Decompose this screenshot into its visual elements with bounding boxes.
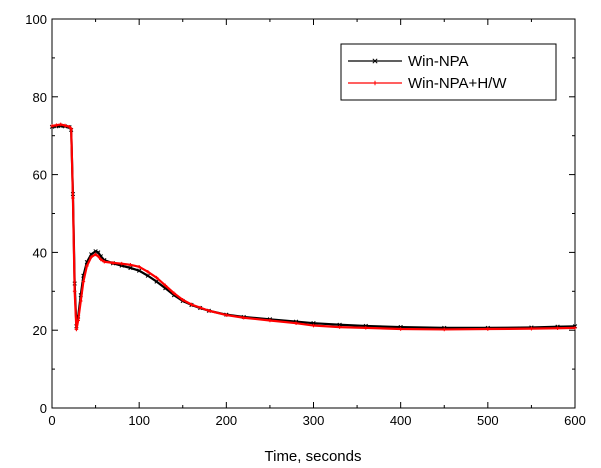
data-point <box>573 326 577 330</box>
data-point <box>85 264 89 268</box>
x-tick-label: 100 <box>128 413 150 428</box>
data-point <box>96 250 101 255</box>
data-point <box>311 323 316 328</box>
data-point <box>96 254 100 259</box>
data-point <box>74 327 79 332</box>
x-tick-label: 200 <box>215 413 237 428</box>
data-point <box>145 273 151 278</box>
data-point <box>555 326 560 331</box>
data-point <box>364 326 368 330</box>
data-point <box>442 327 447 332</box>
axis-ticks: 0 100 200 300 400 500 600 0 20 40 60 80 100 <box>25 12 586 428</box>
data-point <box>189 302 194 307</box>
data-point <box>337 325 342 329</box>
x-tick-label: 500 <box>477 413 499 428</box>
data-point <box>50 124 54 128</box>
legend-marker <box>372 80 378 86</box>
data-point <box>89 255 94 259</box>
x-tick-label: 300 <box>303 413 325 428</box>
data-point <box>81 279 86 284</box>
data-point <box>398 327 403 331</box>
data-point <box>146 270 150 274</box>
data-point <box>111 261 115 265</box>
x-tick-label: 400 <box>390 413 412 428</box>
y-tick-label: 40 <box>33 245 47 260</box>
legend-label: Win-NPA <box>408 53 469 70</box>
series-layer <box>49 122 578 332</box>
data-point <box>180 298 185 302</box>
data-point <box>93 249 98 254</box>
data-point <box>58 122 63 127</box>
series-win-npa-hw <box>50 122 577 332</box>
data-point <box>63 123 67 128</box>
data-point <box>76 318 80 323</box>
y-tick-label: 60 <box>33 168 47 183</box>
data-point <box>529 326 534 331</box>
data-point <box>198 305 202 310</box>
y-tick-label: 0 <box>40 401 47 416</box>
legend: Win-NPA Win-NPA+H/W <box>340 43 557 101</box>
legend-box <box>340 43 557 101</box>
data-point <box>99 257 103 262</box>
data-point <box>93 252 98 257</box>
data-point <box>128 265 133 271</box>
x-tick-label: 600 <box>564 413 586 428</box>
y-tick-label: 100 <box>25 12 47 27</box>
data-point <box>67 124 72 129</box>
x-tick-label: 0 <box>48 413 55 428</box>
y-tick-label: 20 <box>33 323 47 338</box>
data-point <box>154 279 159 284</box>
data-point <box>71 196 75 200</box>
data-point <box>102 259 107 264</box>
data-point <box>486 327 490 331</box>
y-tick-label: 80 <box>33 90 47 105</box>
legend-label: Win-NPA+H/W <box>408 75 507 92</box>
data-point <box>69 126 73 131</box>
data-point <box>241 315 246 320</box>
data-point <box>294 321 298 325</box>
data-point <box>137 264 141 269</box>
data-point <box>172 291 176 296</box>
data-point <box>163 283 168 288</box>
legend-marker <box>372 58 378 64</box>
data-point <box>78 299 83 303</box>
data-point <box>137 268 142 273</box>
data-point <box>154 275 159 280</box>
data-point <box>268 318 272 323</box>
data-point <box>207 308 211 313</box>
data-point <box>72 289 77 294</box>
data-point <box>119 261 124 266</box>
data-point <box>224 313 229 317</box>
x-axis-title: Time, seconds <box>265 448 362 465</box>
data-point <box>54 123 59 127</box>
data-point <box>128 263 133 267</box>
